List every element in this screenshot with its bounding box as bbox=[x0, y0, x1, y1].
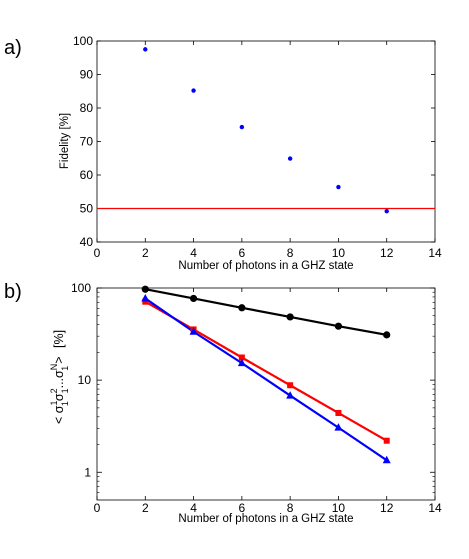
x-tick-label-a: 4 bbox=[190, 246, 197, 260]
y-axis-label-a: Fidelity [%] bbox=[59, 113, 71, 169]
y-axis-unit-b: [%] bbox=[52, 330, 66, 348]
data-point-a bbox=[239, 124, 245, 130]
series-line-b-1 bbox=[144, 300, 388, 442]
data-point-triangle-b bbox=[141, 293, 150, 302]
data-point-circle-b bbox=[238, 304, 246, 312]
data-point-circle-b bbox=[383, 331, 391, 339]
x-tick-label-b: 14 bbox=[428, 501, 442, 515]
data-point-triangle-b bbox=[237, 358, 246, 367]
data-point-a bbox=[143, 47, 148, 52]
y-tick-label-a: 70 bbox=[80, 135, 94, 149]
x-tick-label-b: 12 bbox=[380, 501, 394, 515]
data-point-a bbox=[336, 184, 341, 190]
x-axis-label-a: Number of photons in a GHZ state bbox=[178, 260, 353, 272]
x-tick-label-b: 8 bbox=[287, 501, 294, 515]
series-marks-a bbox=[143, 47, 389, 214]
data-point-triangle-b bbox=[382, 455, 391, 464]
data-point-triangle-b bbox=[189, 327, 198, 335]
y-tick-label-a: 100 bbox=[73, 34, 93, 48]
x-tick-label-a: 0 bbox=[94, 246, 101, 260]
y-axis-label-b: < σ11σ21...σN1> [%] bbox=[49, 330, 70, 424]
x-tick-label-b: 6 bbox=[239, 501, 246, 515]
chart-b: b) 0 2 4 6 8 10 12 14 1 10 100 Number of photons i… bbox=[4, 281, 442, 525]
y-tick-label-b: 1 bbox=[84, 465, 91, 479]
x-tick-label-b: 2 bbox=[142, 501, 149, 515]
x-tick-label-a: 8 bbox=[287, 246, 294, 260]
panel-label-b: b) bbox=[4, 281, 22, 303]
x-tick-label-a: 14 bbox=[428, 246, 442, 260]
x-tick-label-b: 0 bbox=[94, 501, 101, 515]
data-point-a bbox=[191, 88, 196, 93]
y-axis-correlator-b: < σ11σ21...σN1> bbox=[49, 356, 70, 424]
y-tick-label-a: 90 bbox=[80, 68, 94, 82]
y-tick-label-b: 10 bbox=[78, 373, 92, 387]
x-tick-label-b: 4 bbox=[190, 501, 197, 515]
chart-a: a) 0 2 4 6 8 10 12 14 40 50 60 70 80 90 100 Number of … bbox=[4, 34, 442, 272]
x-tick-label-a: 2 bbox=[142, 246, 149, 260]
x-tick-label-a: 10 bbox=[332, 246, 346, 260]
x-axis-label-b: Number of photons in a GHZ state bbox=[178, 513, 353, 525]
data-point-circle-b bbox=[334, 322, 343, 330]
panel-label-a: a) bbox=[4, 37, 22, 59]
series-lines-b bbox=[144, 288, 388, 462]
y-tick-label-a: 60 bbox=[80, 168, 94, 182]
y-tick-label-a: 40 bbox=[80, 235, 94, 249]
data-point-circle-b bbox=[141, 285, 149, 293]
data-point-a bbox=[287, 156, 293, 161]
y-tick-label-a: 50 bbox=[80, 202, 94, 216]
x-tick-label-a: 12 bbox=[380, 246, 394, 260]
data-point-square-b bbox=[142, 298, 149, 305]
y-tick-label-b: 100 bbox=[71, 281, 91, 295]
plot-frame-b bbox=[96, 287, 436, 501]
x-tick-label-a: 6 bbox=[239, 246, 246, 260]
axes-b: 0 2 4 6 8 10 12 14 1 10 100 bbox=[71, 281, 442, 515]
x-tick-label-b: 10 bbox=[332, 501, 346, 515]
data-point-triangle-b bbox=[334, 423, 343, 431]
series-line-b-0 bbox=[145, 288, 387, 336]
data-point-circle-b bbox=[286, 313, 294, 321]
data-point-a bbox=[384, 208, 389, 214]
series-line-b-2 bbox=[144, 297, 388, 462]
plot-frame-a bbox=[96, 40, 436, 243]
data-point-square-b bbox=[287, 382, 294, 389]
data-point-square-b bbox=[335, 409, 342, 416]
data-point-square-b bbox=[238, 354, 245, 361]
y-tick-label-a: 80 bbox=[80, 101, 94, 115]
data-point-square-b bbox=[383, 437, 390, 444]
data-point-circle-b bbox=[189, 294, 198, 303]
series-marks-b bbox=[141, 285, 391, 464]
axes-a: 0 2 4 6 8 10 12 14 40 50 60 70 80 90 100 bbox=[73, 34, 442, 260]
data-point-triangle-b bbox=[286, 391, 295, 399]
